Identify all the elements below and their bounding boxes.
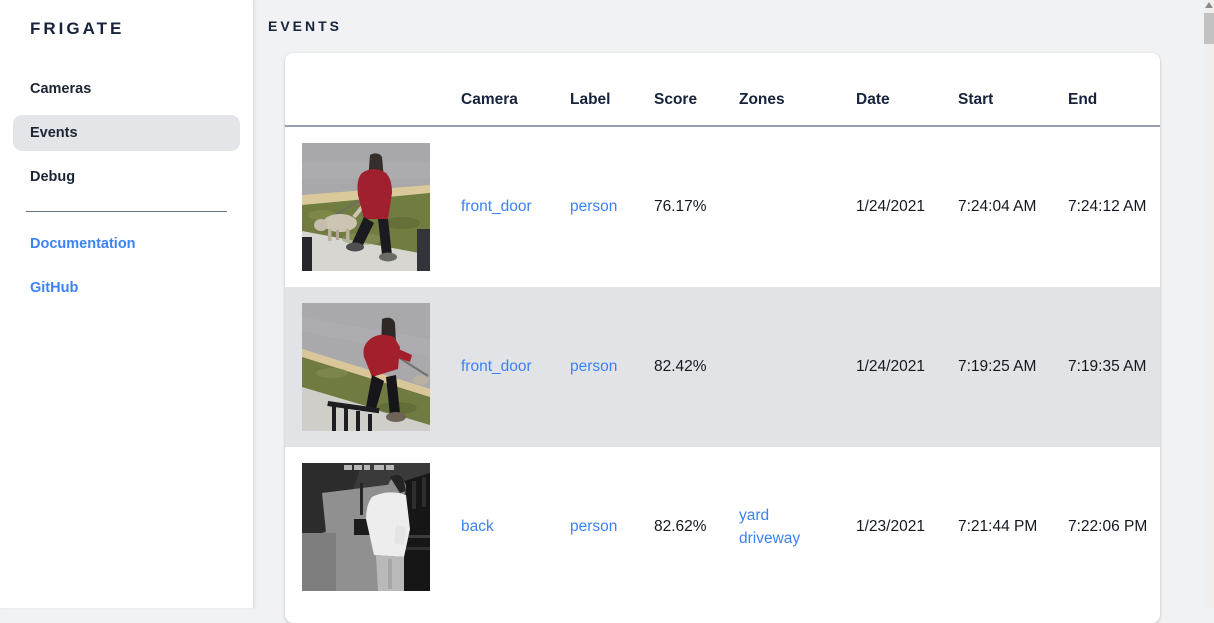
page-title: EVENTS bbox=[268, 18, 343, 34]
sidebar-link-documentation[interactable]: Documentation bbox=[13, 226, 240, 262]
event-start-cell: 7:24:04 AM bbox=[958, 198, 1037, 215]
event-label-cell: person bbox=[570, 518, 654, 536]
event-zones-cell: yard driveway bbox=[739, 504, 856, 550]
header-zones: Zones bbox=[739, 91, 785, 108]
sidebar-item-cameras[interactable]: Cameras bbox=[13, 71, 240, 107]
camera-link[interactable]: front_door bbox=[461, 358, 532, 375]
label-link[interactable]: person bbox=[570, 198, 618, 215]
sidebar-item-label: Events bbox=[30, 125, 78, 141]
events-table-header: Camera Label Score Zones Date Start End bbox=[285, 53, 1160, 127]
scrollbar[interactable] bbox=[1204, 0, 1214, 608]
event-thumbnail-image[interactable] bbox=[302, 303, 430, 431]
event-end-cell: 7:22:06 PM bbox=[1068, 518, 1148, 535]
sidebar-link-label: Documentation bbox=[30, 236, 136, 252]
event-start-cell: 7:19:25 AM bbox=[958, 358, 1037, 375]
sidebar-link-github[interactable]: GitHub bbox=[13, 270, 240, 306]
main-content: EVENTS Camera Label Score Zones Date Sta… bbox=[254, 0, 1204, 623]
event-date-cell: 1/24/2021 bbox=[856, 358, 925, 375]
event-label-cell: person bbox=[570, 198, 654, 216]
event-thumbnail-image[interactable] bbox=[302, 143, 430, 271]
event-thumbnail-cell bbox=[285, 303, 461, 431]
camera-link[interactable]: front_door bbox=[461, 198, 532, 215]
label-link[interactable]: person bbox=[570, 358, 618, 375]
header-label: Label bbox=[570, 91, 611, 108]
app-title: FRIGATE bbox=[30, 19, 125, 38]
event-start-cell: 7:21:44 PM bbox=[958, 518, 1038, 535]
event-camera-cell: front_door bbox=[461, 358, 570, 376]
sidebar-divider bbox=[26, 211, 227, 212]
sidebar-nav: Cameras Events Debug Documentation GitHu… bbox=[13, 71, 240, 306]
sidebar: FRIGATE Cameras Events Debug Documentati… bbox=[0, 0, 254, 608]
scrollbar-thumb[interactable] bbox=[1204, 13, 1214, 44]
event-row[interactable]: back person 82.62% yard driveway 1/23/20… bbox=[285, 447, 1160, 607]
camera-link[interactable]: back bbox=[461, 518, 494, 535]
event-score-cell: 76.17% bbox=[654, 198, 707, 215]
event-score-cell: 82.42% bbox=[654, 358, 707, 375]
header-score: Score bbox=[654, 91, 698, 108]
event-label-cell: person bbox=[570, 358, 654, 376]
header-end: End bbox=[1068, 91, 1098, 108]
scrollbar-up-arrow-icon[interactable] bbox=[1205, 2, 1213, 8]
zone-link[interactable]: yard bbox=[739, 507, 770, 524]
sidebar-link-label: GitHub bbox=[30, 280, 79, 296]
event-end-cell: 7:19:35 AM bbox=[1068, 358, 1147, 375]
event-camera-cell: front_door bbox=[461, 198, 570, 216]
sidebar-item-debug[interactable]: Debug bbox=[13, 159, 240, 195]
header-date: Date bbox=[856, 91, 890, 108]
event-date-cell: 1/24/2021 bbox=[856, 198, 925, 215]
sidebar-item-label: Cameras bbox=[30, 81, 92, 97]
event-date-cell: 1/23/2021 bbox=[856, 518, 925, 535]
sidebar-item-events[interactable]: Events bbox=[13, 115, 240, 151]
event-row-selected[interactable]: front_door person 82.42% 1/24/2021 7:19:… bbox=[285, 287, 1160, 447]
header-start: Start bbox=[958, 91, 994, 108]
sidebar-item-label: Debug bbox=[30, 169, 76, 185]
event-score-cell: 82.62% bbox=[654, 518, 707, 535]
event-camera-cell: back bbox=[461, 518, 570, 536]
events-card: Camera Label Score Zones Date Start End bbox=[285, 53, 1160, 623]
event-end-cell: 7:24:12 AM bbox=[1068, 198, 1147, 215]
event-thumbnail-image[interactable] bbox=[302, 463, 430, 591]
event-thumbnail-cell bbox=[285, 463, 461, 591]
header-camera: Camera bbox=[461, 91, 518, 108]
event-thumbnail-cell bbox=[285, 143, 461, 271]
label-link[interactable]: person bbox=[570, 518, 618, 535]
zone-link[interactable]: driveway bbox=[739, 530, 801, 547]
event-row[interactable]: front_door person 76.17% 1/24/2021 7:24:… bbox=[285, 127, 1160, 287]
